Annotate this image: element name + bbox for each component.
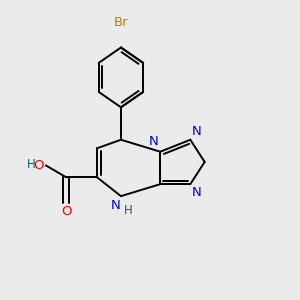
Text: O: O	[61, 205, 71, 218]
Text: H: H	[124, 204, 133, 217]
Text: N: N	[192, 125, 202, 138]
Text: H: H	[27, 158, 36, 171]
Text: N: N	[149, 135, 159, 148]
Text: N: N	[192, 186, 202, 199]
Text: N: N	[110, 199, 120, 212]
Text: Br: Br	[114, 16, 128, 29]
Text: O: O	[34, 159, 44, 172]
